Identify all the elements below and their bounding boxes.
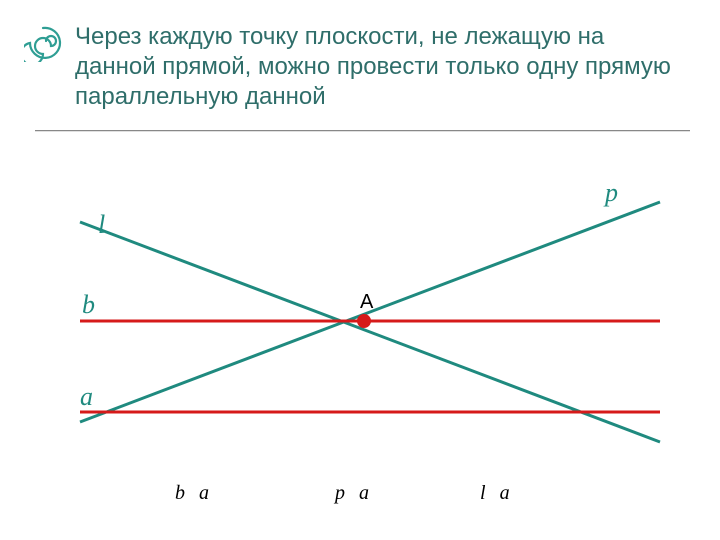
spiral-icon — [24, 24, 62, 62]
formula-3: l a — [480, 482, 510, 505]
title-underline — [35, 130, 690, 132]
formula-1: b a — [175, 482, 209, 505]
point-a-dot — [357, 314, 371, 328]
slide-title: Через каждую точку плоскости, не лежащую… — [75, 22, 675, 112]
formula-row: b a p a l a — [0, 482, 720, 512]
slide-title-text: Через каждую точку плоскости, не лежащую… — [75, 22, 675, 112]
label-point-a: А — [360, 291, 373, 314]
line-lp — [80, 222, 660, 442]
formula-2: p a — [335, 482, 369, 505]
label-b: b — [82, 290, 95, 320]
label-p: p — [605, 178, 618, 208]
label-a: a — [80, 382, 93, 412]
label-l: l — [98, 210, 105, 240]
